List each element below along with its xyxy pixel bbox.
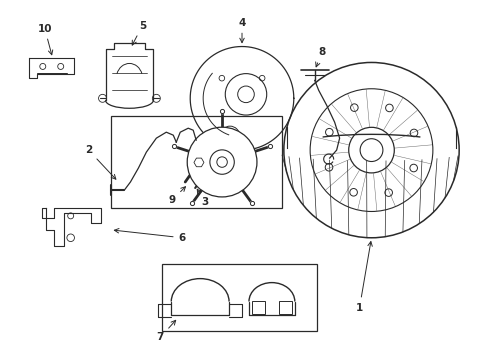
Text: 6: 6	[114, 229, 185, 243]
Text: 8: 8	[315, 48, 325, 67]
Circle shape	[220, 126, 239, 145]
Bar	[162, 264, 316, 332]
Text: 4: 4	[238, 18, 245, 42]
Text: 5: 5	[132, 21, 146, 45]
Text: 1: 1	[355, 242, 371, 312]
Bar	[278, 301, 291, 315]
Text: 9: 9	[168, 187, 185, 205]
Text: 10: 10	[38, 24, 53, 55]
Bar	[110, 116, 281, 208]
Polygon shape	[194, 158, 203, 167]
Text: 7: 7	[156, 320, 175, 342]
Circle shape	[209, 150, 234, 174]
Bar	[251, 301, 264, 315]
Text: 2: 2	[85, 145, 116, 179]
Text: 3: 3	[197, 189, 208, 207]
Circle shape	[187, 127, 256, 197]
